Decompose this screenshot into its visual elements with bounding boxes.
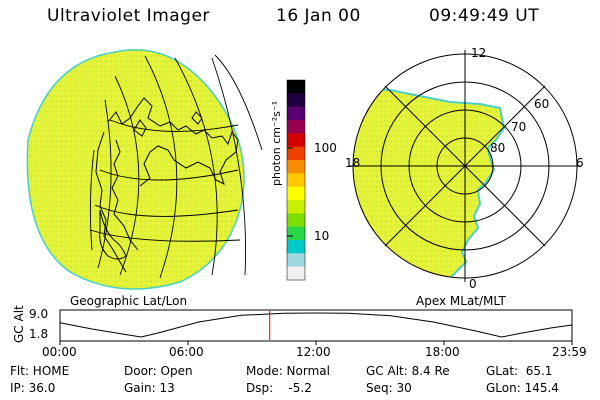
info-seq: Seq: 30: [366, 381, 412, 395]
info-ip: IP: 36.0: [10, 381, 56, 395]
colorbar: [287, 80, 305, 281]
colorbar-band: [287, 200, 305, 214]
right-map-caption: Apex MLat/MLT: [416, 294, 506, 308]
colorbar-band: [287, 146, 305, 161]
orbit-altitude-curve: [59, 312, 573, 338]
colorbar-band: [287, 160, 305, 174]
mlt-lines: [349, 50, 581, 282]
timeline-xtick-2: 12:00: [296, 345, 331, 359]
colorbar-band: [287, 133, 305, 148]
colorbar-band: [287, 253, 305, 268]
info-glat: GLat: 65.1: [486, 364, 553, 378]
polar-auroral-region: [353, 86, 506, 278]
colorbar-band: [287, 106, 305, 121]
colorbar-band: [287, 266, 305, 281]
info-glon: GLon: 145.4: [486, 381, 559, 395]
timeline-axis-label: GC Alt: [12, 305, 26, 343]
mlat-label-80: 80: [490, 141, 506, 155]
colorbar-band: [287, 226, 305, 241]
colorbar-tick-10: 10: [314, 229, 330, 243]
colorbar-band: [287, 93, 305, 108]
colorbar-unit-label: photon cm⁻²s⁻¹: [270, 100, 283, 186]
left-map-disk: [26, 49, 245, 290]
info-gc-alt: GC Alt: 8.4 Re: [366, 364, 450, 378]
polar-map: [349, 50, 581, 282]
timeline-ytick-max: 9.0: [29, 307, 49, 321]
info-flight: Flt: HOME: [10, 364, 70, 378]
mlat-label-70: 70: [511, 120, 527, 134]
mlt-label-18: 18: [345, 156, 361, 170]
info-mode: Mode: Normal: [246, 364, 330, 378]
colorbar-band: [287, 186, 305, 201]
colorbar-band: [287, 173, 305, 188]
left-map-caption: Geographic Lat/Lon: [70, 294, 188, 308]
timeline-xtick-1: 06:00: [169, 345, 204, 359]
time-label: 09:49:49 UT: [429, 6, 540, 26]
colorbar-tick-100: 100: [314, 141, 337, 155]
timeline-xtick-4: 23:59: [552, 345, 587, 359]
colorbar-band: [287, 240, 305, 254]
timeline-xtick-3: 18:00: [425, 345, 460, 359]
mlt-label-12: 12: [471, 46, 487, 60]
timeline-xtick-0: 00:00: [42, 345, 77, 359]
lat-lon-grid: [89, 54, 263, 279]
app-title: Ultraviolet Imager: [47, 6, 210, 26]
info-door: Door: Open: [124, 364, 193, 378]
mlt-label-0: 0: [469, 277, 477, 291]
timeline-ytick-min: 1.8: [29, 327, 49, 341]
mlat-label-60: 60: [534, 97, 550, 111]
info-gain: Gain: 13: [124, 381, 175, 395]
colorbar-band: [287, 80, 305, 94]
colorbar-band: [287, 213, 305, 228]
date-label: 16 Jan 00: [276, 6, 361, 26]
mlt-label-6: 6: [576, 156, 584, 170]
timeline-plot: [59, 309, 573, 345]
info-dsp: Dsp: -5.2: [246, 381, 312, 395]
coastlines: [95, 97, 239, 273]
colorbar-band: [287, 120, 305, 134]
geographic-map: [26, 49, 263, 290]
